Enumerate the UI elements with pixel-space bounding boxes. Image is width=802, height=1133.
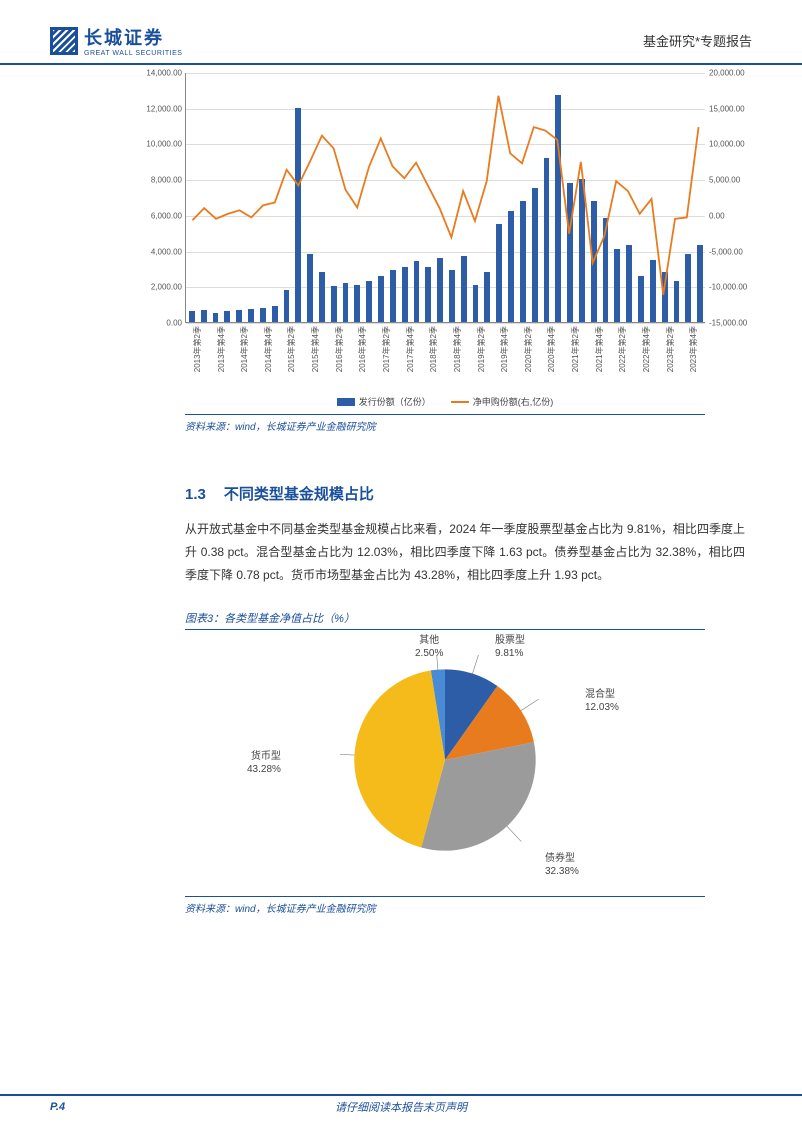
x-tick: 2015年第2季 <box>286 326 297 372</box>
footer-disclaimer: 请仔细阅读本报告末页声明 <box>335 1099 467 1115</box>
section-title: 1.3 不同类型基金规模占比 <box>185 483 752 504</box>
section-title-text: 不同类型基金规模占比 <box>224 486 374 503</box>
legend-line-label: 净申购份额(右,亿份) <box>473 395 554 408</box>
pie-label-债券型: 债券型32.38% <box>545 852 579 878</box>
logo-en: GREAT WALL SECURITIES <box>84 50 182 57</box>
legend-bar-swatch <box>337 398 355 406</box>
y2-tick: 20,000.00 <box>709 69 745 78</box>
x-tick: 2017年第4季 <box>405 326 416 372</box>
x-tick: 2015年第4季 <box>310 326 321 372</box>
chart2-source: 资料来源：wind，长城证券产业金融研究院 <box>185 896 705 915</box>
pie-label-其他: 其他2.50% <box>415 634 443 660</box>
y1-tick: 8,000.00 <box>151 176 182 185</box>
legend-bar-label: 发行份额（亿份） <box>359 395 431 408</box>
x-tick: 2014年第4季 <box>263 326 274 372</box>
x-tick: 2019年第4季 <box>499 326 510 372</box>
x-tick: 2023年第4季 <box>688 326 699 372</box>
y2-tick: 0.00 <box>709 211 725 220</box>
y1-tick: 10,000.00 <box>146 140 182 149</box>
x-tick: 2021年第4季 <box>594 326 605 372</box>
y1-tick: 2,000.00 <box>151 283 182 292</box>
x-tick: 2014年第2季 <box>239 326 250 372</box>
header-right: 基金研究*专题报告 <box>643 31 752 50</box>
line-series <box>192 96 698 295</box>
page-header: 长城证券 GREAT WALL SECURITIES 基金研究*专题报告 <box>0 0 802 65</box>
x-tick: 2021年第2季 <box>570 326 581 372</box>
x-tick: 2013年第2季 <box>192 326 203 372</box>
pie-chart: 其他2.50% 股票型9.81% 混合型12.03% 债券型32.38% 货币型43.2… <box>185 630 705 890</box>
x-tick: 2022年第2季 <box>617 326 628 372</box>
logo: 长城证券 GREAT WALL SECURITIES <box>50 24 182 57</box>
y2-tick: 15,000.00 <box>709 104 745 113</box>
y2-tick: 5,000.00 <box>709 176 740 185</box>
y1-tick: 4,000.00 <box>151 247 182 256</box>
legend-line-swatch <box>451 401 469 403</box>
y1-tick: 0.00 <box>166 319 182 328</box>
x-tick: 2023年第2季 <box>665 326 676 372</box>
section-num: 1.3 <box>185 486 206 503</box>
y1-tick: 6,000.00 <box>151 211 182 220</box>
logo-cn: 长城证券 <box>84 24 182 50</box>
pie-label-货币型: 货币型43.28% <box>247 750 281 776</box>
logo-icon <box>50 27 78 55</box>
x-tick: 2016年第4季 <box>357 326 368 372</box>
y1-tick: 14,000.00 <box>146 69 182 78</box>
pie-label-混合型: 混合型12.03% <box>585 688 619 714</box>
x-tick: 2017年第2季 <box>381 326 392 372</box>
page-footer: P.4 请仔细阅读本报告末页声明 <box>0 1094 802 1113</box>
footer-page-num: P.4 <box>50 1101 65 1113</box>
y2-tick: 10,000.00 <box>709 140 745 149</box>
y2-tick: -15,000.00 <box>709 319 747 328</box>
pie-label-股票型: 股票型9.81% <box>495 634 525 660</box>
y2-tick: -5,000.00 <box>709 247 743 256</box>
y1-tick: 12,000.00 <box>146 104 182 113</box>
x-tick: 2019年第2季 <box>476 326 487 372</box>
x-tick: 2020年第2季 <box>523 326 534 372</box>
chart-combo: 0.002,000.004,000.006,000.008,000.0010,0… <box>185 73 705 408</box>
x-tick: 2016年第2季 <box>334 326 345 372</box>
x-tick: 2022年第4季 <box>641 326 652 372</box>
chart1-source: 资料来源：wind，长城证券产业金融研究院 <box>185 414 705 433</box>
paragraph: 从开放式基金中不同基金类型基金规模占比来看，2024 年一季度股票型基金占比为 … <box>185 518 745 586</box>
chart-legend: 发行份额（亿份） 净申购份额(右,亿份) <box>185 395 705 408</box>
x-tick: 2013年第4季 <box>216 326 227 372</box>
y2-tick: -10,000.00 <box>709 283 747 292</box>
x-tick: 2018年第4季 <box>452 326 463 372</box>
chart2-caption: 图表3：各类型基金净值占比（%） <box>185 610 705 630</box>
x-tick: 2018年第2季 <box>428 326 439 372</box>
x-tick: 2020年第4季 <box>546 326 557 372</box>
